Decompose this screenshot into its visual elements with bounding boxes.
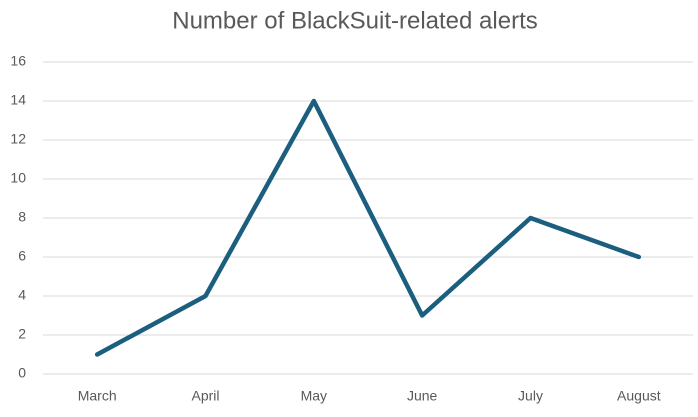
y-tick-label: 8 [18, 209, 26, 225]
y-tick-label: 14 [10, 92, 26, 108]
x-tick-label: June [407, 388, 438, 404]
y-tick-label: 2 [18, 326, 26, 342]
y-tick-label: 0 [18, 365, 26, 381]
chart-title: Number of BlackSuit-related alerts [172, 7, 537, 34]
y-tick-label: 10 [10, 170, 26, 186]
x-tick-label: August [617, 388, 661, 404]
y-tick-label: 12 [10, 131, 26, 147]
x-tick-label: July [518, 388, 543, 404]
x-tick-label: March [78, 388, 117, 404]
y-tick-label: 6 [18, 248, 26, 264]
x-tick-label: May [301, 388, 327, 404]
data-line [94, 98, 642, 357]
x-tick-label: April [191, 388, 219, 404]
y-tick-label: 16 [10, 53, 26, 69]
y-tick-label: 4 [18, 287, 26, 303]
